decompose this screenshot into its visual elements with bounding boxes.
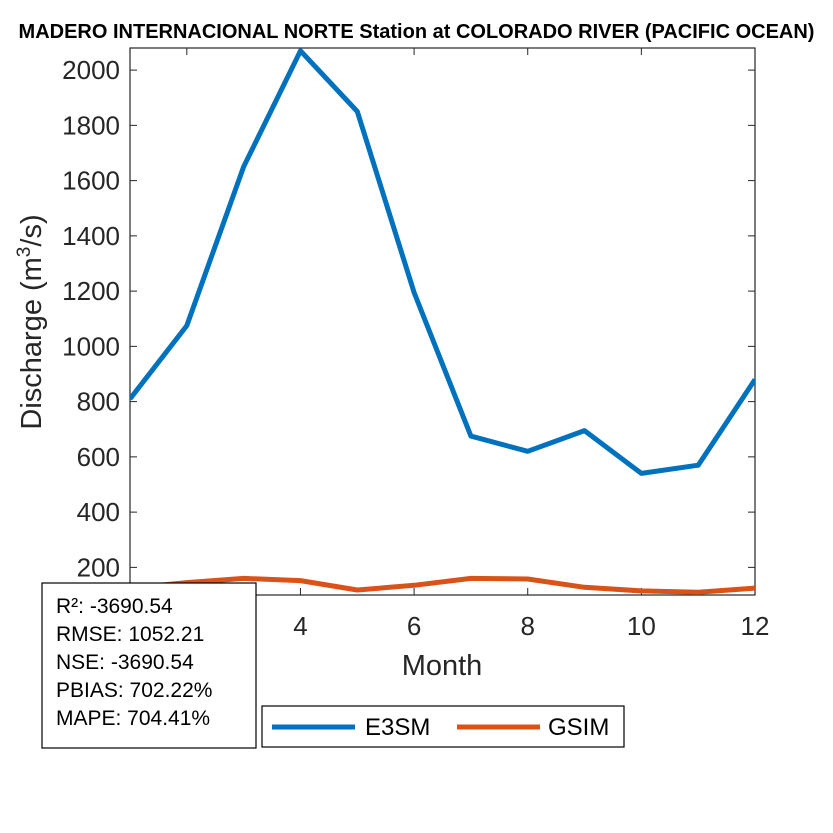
y-axis-label-superscript: 3	[14, 247, 35, 258]
y-axis-label-main: Discharge (m	[16, 257, 48, 429]
x-tick-label: 10	[627, 611, 656, 641]
series-line-e3sm	[130, 48, 755, 476]
y-tick-label: 1800	[62, 110, 120, 140]
plot-frame	[129, 47, 756, 596]
stat-rmse: RMSE: 1052.21	[56, 623, 204, 646]
x-axis-label: Month	[402, 650, 483, 682]
stat-mape: MAPE: 704.41%	[56, 707, 210, 730]
y-tick-label: 600	[77, 442, 120, 472]
x-tick-label: 6	[407, 611, 421, 641]
plot-area	[129, 47, 756, 596]
stats-box: R²: -3690.54 RMSE: 1052.21 NSE: -3690.54…	[41, 582, 257, 749]
series-lines	[130, 48, 755, 595]
y-tick-label: 800	[77, 387, 120, 417]
x-tick-label: 12	[741, 611, 770, 641]
y-tick-label: 1400	[62, 221, 120, 251]
y-tick-label: 1000	[62, 331, 120, 361]
chart-title: MADERO INTERNACIONAL NORTE Station at CO…	[19, 21, 815, 43]
y-tick-label: 1600	[62, 166, 120, 196]
y-tick-label: 1200	[62, 276, 120, 306]
x-tick-label: 4	[293, 611, 307, 641]
legend-label-e3sm: E3SM	[365, 714, 430, 741]
y-tick-label: 200	[77, 552, 120, 582]
y-axis-ticks: 200 400 600 800 1000 1200 1400 1600 1800 2000	[62, 55, 755, 582]
stat-pbias: PBIAS: 702.22%	[56, 679, 212, 702]
series-line-gsim	[130, 575, 755, 595]
legend: E3SM GSIM	[261, 705, 625, 748]
stat-nse: NSE: -3690.54	[56, 651, 194, 674]
y-axis-label-end: /s)	[16, 214, 48, 246]
x-axis-ticks: 4 6 8 10 12	[186, 48, 770, 641]
y-axis-label: Discharge (m3/s)	[14, 214, 48, 429]
legend-label-gsim: GSIM	[548, 714, 609, 741]
y-tick-label: 2000	[62, 55, 120, 85]
stat-r2: R²: -3690.54	[56, 595, 173, 618]
y-tick-label: 400	[77, 497, 120, 527]
x-tick-label: 8	[520, 611, 534, 641]
stats-box-frame	[41, 582, 257, 749]
